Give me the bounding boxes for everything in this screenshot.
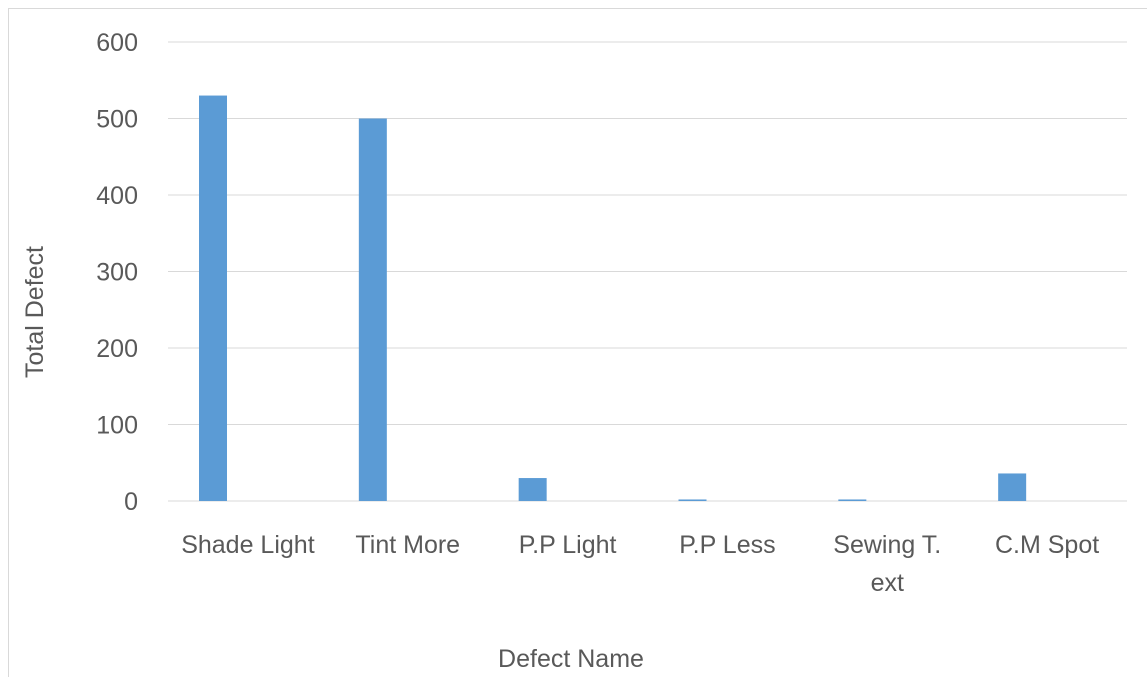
y-tick-label: 200 — [96, 335, 138, 363]
x-tick-label: Tint More — [355, 531, 460, 559]
bar — [358, 118, 387, 501]
x-tick-label: P.P Light — [519, 531, 617, 559]
bar — [838, 499, 867, 501]
y-tick-label: 0 — [124, 488, 138, 516]
y-tick-label: 600 — [96, 29, 138, 57]
bar — [678, 499, 707, 501]
x-tick-labels: Shade Light Tint More P.P Light P.P Less Sew… — [181, 531, 1099, 597]
y-tick-label: 500 — [96, 106, 138, 134]
bar — [518, 478, 547, 501]
y-tick-label: 400 — [96, 182, 138, 210]
y-tick-labels: 0 100 200 300 400 500 600 — [96, 29, 138, 516]
bar — [199, 95, 227, 502]
gridlines — [168, 41, 1127, 502]
x-axis-title: Defect Name — [498, 645, 644, 673]
bars — [199, 95, 1027, 502]
y-tick-label: 300 — [96, 259, 138, 287]
x-tick-label: P.P Less — [679, 531, 775, 559]
x-tick-label: Sewing T. ext — [833, 531, 941, 597]
x-tick-label: C.M Spot — [995, 531, 1099, 559]
y-axis-title: Total Defect — [21, 246, 49, 378]
bar — [998, 473, 1027, 501]
x-tick-label: Shade Light — [181, 531, 315, 559]
chart-frame — [8, 8, 1147, 677]
y-tick-label: 100 — [96, 412, 138, 440]
